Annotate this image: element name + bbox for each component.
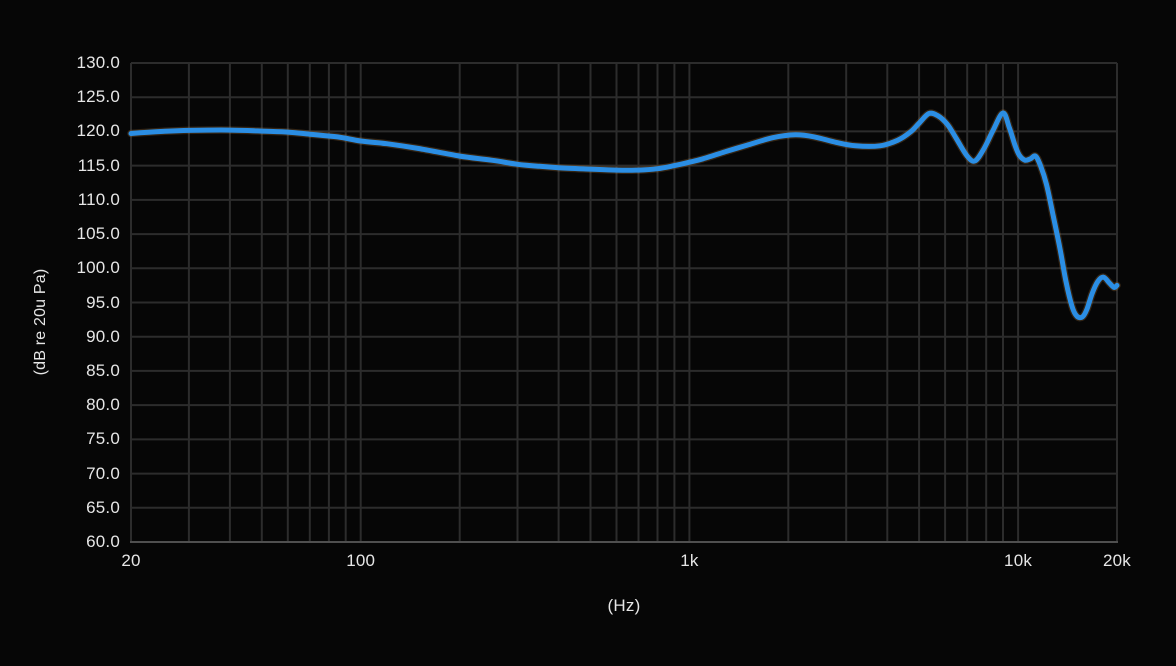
x-axis-title: (Hz): [607, 596, 641, 615]
y-tick-label: 65.0: [86, 497, 120, 517]
y-tick-label: 95.0: [86, 292, 120, 312]
y-tick-label: 60.0: [86, 532, 120, 551]
y-tick-label: 125.0: [76, 87, 120, 107]
y-tick-label: 80.0: [86, 395, 120, 415]
y-tick-label: 115.0: [77, 155, 120, 175]
x-tick-label: 100: [346, 551, 376, 570]
x-tick-label: 10k: [1004, 551, 1033, 570]
y-tick-label: 90.0: [86, 326, 120, 346]
y-tick-label: 70.0: [86, 463, 120, 483]
y-tick-label: 85.0: [86, 360, 120, 380]
y-tick-label: 120.0: [76, 121, 120, 141]
x-tick-label: 20: [121, 551, 141, 570]
series-halo: [127, 109, 1121, 322]
y-tick-label: 75.0: [86, 429, 120, 449]
series-line-frequency-response: [128, 110, 1120, 321]
y-tick-label: 110.0: [77, 189, 120, 209]
x-tick-label: 20k: [1102, 551, 1132, 570]
x-tick-label: 1k: [680, 551, 699, 570]
y-tick-label: 105.0: [76, 224, 120, 244]
y-tick-label: 130.0: [76, 53, 120, 72]
y-axis-title: (dB re 20u Pa): [32, 268, 49, 376]
y-tick-label: 100.0: [76, 258, 120, 278]
